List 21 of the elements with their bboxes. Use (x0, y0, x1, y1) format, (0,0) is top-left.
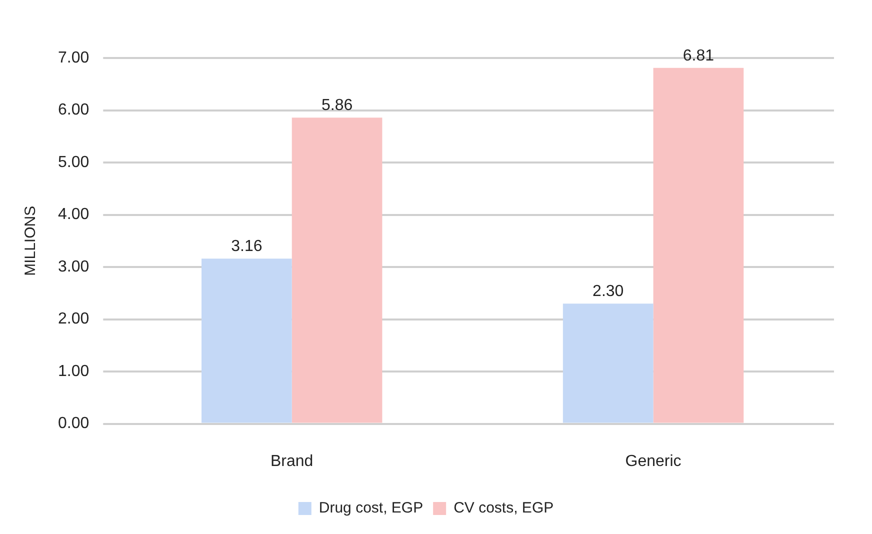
x-tick-label: Generic (625, 452, 682, 470)
legend-label: CV costs, EGP (454, 500, 554, 517)
y-axis-title: MILLIONS (22, 206, 40, 276)
bar (292, 118, 382, 423)
y-tick-label: 1.00 (58, 362, 90, 380)
bar (562, 304, 654, 423)
y-tick-label: 7.00 (58, 49, 90, 66)
data-label: 6.81 (682, 47, 714, 64)
bar (202, 258, 292, 423)
legend-label: Drug cost, EGP (318, 500, 424, 517)
data-label: 5.86 (321, 96, 353, 114)
y-tick-label: 5.00 (58, 154, 90, 171)
data-label: 2.30 (592, 283, 624, 300)
x-tick-label: Brand (270, 452, 314, 470)
y-tick-label: 3.00 (58, 258, 90, 276)
y-tick-label: 2.00 (58, 310, 90, 328)
y-tick-label: 0.00 (58, 415, 90, 432)
data-label: 3.16 (231, 238, 262, 256)
y-tick-label: 4.00 (58, 206, 90, 224)
y-tick-label: 6.00 (58, 102, 90, 119)
bar (653, 68, 744, 423)
